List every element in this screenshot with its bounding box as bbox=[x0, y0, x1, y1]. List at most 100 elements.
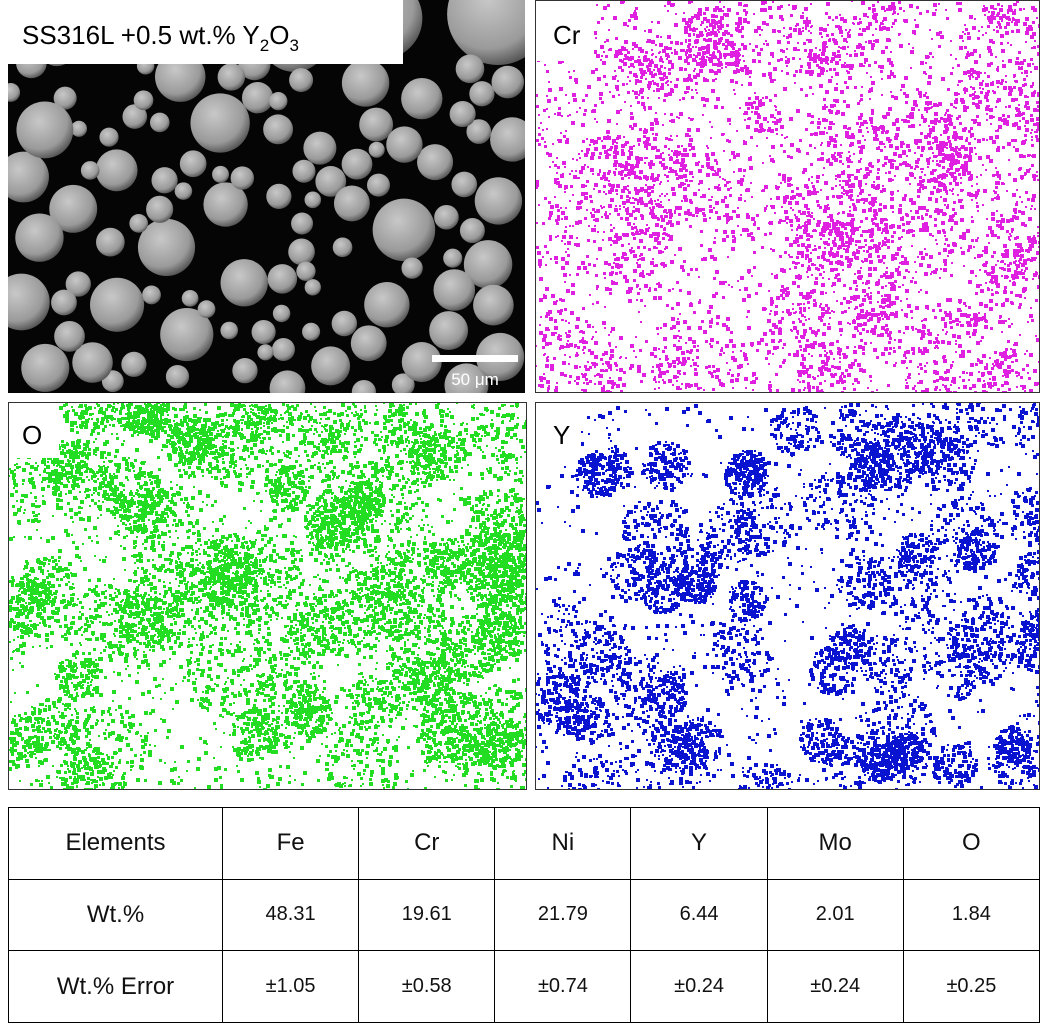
table-row: ElementsFeCrNiYMoO bbox=[9, 808, 1040, 880]
value-cell: ±0.74 bbox=[495, 951, 631, 1023]
particle bbox=[182, 290, 199, 307]
particle bbox=[359, 108, 393, 142]
particle bbox=[96, 228, 125, 257]
value-cell: 6.44 bbox=[631, 879, 767, 951]
particle bbox=[401, 78, 442, 119]
header-cell: Y bbox=[631, 808, 767, 880]
figure: SS316L +0.5 wt.% Y2O3 50 μm Cr O Y bbox=[0, 0, 1042, 800]
particle bbox=[252, 320, 276, 344]
value-cell: ±0.25 bbox=[903, 951, 1039, 1023]
particle bbox=[266, 184, 291, 209]
value-cell: ±1.05 bbox=[223, 951, 359, 1023]
particle bbox=[268, 264, 298, 294]
cr-map bbox=[535, 0, 1042, 397]
value-cell: 48.31 bbox=[223, 879, 359, 951]
element-map-dots bbox=[8, 402, 531, 794]
particle bbox=[434, 205, 459, 230]
particle bbox=[257, 344, 273, 360]
particle bbox=[450, 101, 476, 127]
particle bbox=[129, 214, 148, 233]
particle bbox=[490, 117, 534, 161]
particle bbox=[269, 92, 287, 110]
panel-label: Cr bbox=[553, 20, 581, 50]
header-cell: Wt.% bbox=[9, 879, 223, 951]
particle bbox=[289, 68, 313, 92]
particle bbox=[401, 257, 422, 278]
particle bbox=[369, 142, 385, 158]
particle bbox=[303, 132, 336, 165]
particle bbox=[402, 342, 442, 382]
particle bbox=[469, 81, 494, 106]
particle bbox=[232, 358, 257, 383]
header-cell: Wt.% Error bbox=[9, 951, 223, 1023]
particle bbox=[373, 199, 436, 262]
particle bbox=[71, 121, 87, 137]
particle bbox=[242, 82, 273, 113]
particle bbox=[296, 262, 315, 281]
particle bbox=[456, 55, 485, 84]
particle bbox=[305, 279, 321, 295]
particle bbox=[15, 213, 63, 261]
particle bbox=[51, 290, 77, 316]
particle bbox=[451, 172, 477, 198]
particle bbox=[1, 83, 20, 102]
particle bbox=[121, 352, 146, 377]
particle bbox=[291, 213, 313, 235]
particle bbox=[288, 238, 315, 265]
particle bbox=[473, 285, 514, 326]
particle bbox=[342, 149, 373, 180]
table-row: Wt.%48.3119.6121.796.442.011.84 bbox=[9, 879, 1040, 951]
label-sub: 2 bbox=[260, 36, 269, 55]
particle bbox=[334, 185, 370, 221]
particle bbox=[81, 161, 100, 180]
value-cell: 1.84 bbox=[903, 879, 1039, 951]
header-cell: Elements bbox=[9, 808, 223, 880]
particle bbox=[367, 174, 390, 197]
particle bbox=[166, 365, 189, 388]
particle bbox=[175, 182, 193, 200]
value-cell: 2.01 bbox=[767, 879, 903, 951]
particle bbox=[263, 114, 293, 144]
particle bbox=[134, 90, 154, 110]
y-map bbox=[535, 402, 1042, 794]
panel-label: SS316L +0.5 wt.% Y2O3 bbox=[22, 20, 299, 55]
scale-label: 50 μm bbox=[451, 370, 499, 389]
particle bbox=[351, 325, 387, 361]
header-cell: O bbox=[903, 808, 1039, 880]
particle bbox=[332, 311, 357, 336]
particle bbox=[311, 346, 350, 385]
composition-table: ElementsFeCrNiYMoOWt.%48.3119.6121.796.4… bbox=[8, 807, 1040, 1023]
particle bbox=[272, 338, 295, 361]
particle bbox=[218, 63, 245, 90]
particle bbox=[364, 282, 409, 327]
value-cell: ±0.24 bbox=[631, 951, 767, 1023]
particle bbox=[54, 321, 85, 352]
element-map-dots bbox=[535, 0, 1042, 397]
particle bbox=[305, 192, 322, 209]
scale-bar bbox=[432, 355, 518, 362]
particle bbox=[270, 370, 306, 406]
header-cell: Fe bbox=[223, 808, 359, 880]
particle bbox=[146, 196, 173, 223]
particle bbox=[460, 218, 485, 243]
value-cell: 19.61 bbox=[359, 879, 495, 951]
particle bbox=[443, 249, 462, 268]
table-row: Wt.% Error±1.05±0.58±0.74±0.24±0.24±0.25 bbox=[9, 951, 1040, 1023]
value-cell: ±0.24 bbox=[767, 951, 903, 1023]
particle bbox=[221, 259, 268, 306]
label-text: O bbox=[269, 20, 289, 50]
particle bbox=[151, 167, 177, 193]
particle bbox=[333, 238, 353, 258]
particle bbox=[342, 59, 389, 106]
header-cell: Cr bbox=[359, 808, 495, 880]
panel-label: O bbox=[22, 420, 42, 450]
particle bbox=[417, 144, 453, 180]
header-cell: Mo bbox=[767, 808, 903, 880]
particle bbox=[198, 300, 216, 318]
particle bbox=[21, 344, 69, 392]
header-cell: Ni bbox=[495, 808, 631, 880]
panel-label: Y bbox=[553, 420, 570, 450]
particle bbox=[0, 152, 49, 203]
particle bbox=[352, 380, 376, 404]
particle bbox=[142, 286, 161, 305]
